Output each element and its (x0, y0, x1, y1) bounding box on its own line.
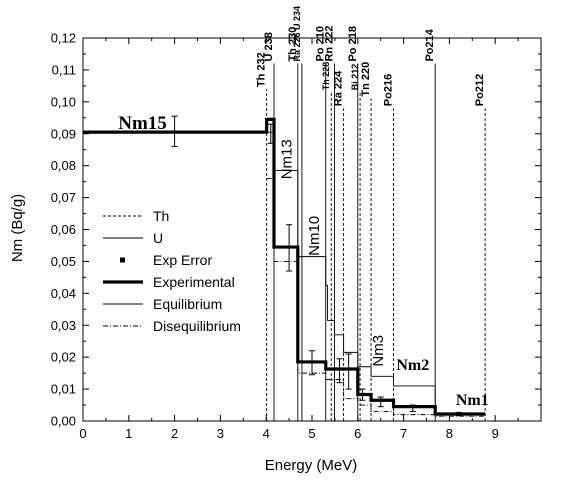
legend-label: Th (153, 208, 169, 224)
x-tick-label: 9 (492, 426, 499, 441)
annotation-nm13: Nm13 (278, 139, 295, 179)
x-tick-label: 6 (354, 426, 361, 441)
x-tick-label: 3 (217, 426, 224, 441)
isotope-label: Bi 212 (350, 64, 360, 91)
isotope-label: Po214 (424, 28, 436, 61)
isotope-label: Po216 (383, 74, 395, 106)
isotope-label: Ra 226 U 234 (292, 6, 302, 62)
y-tick-label: 0,02 (51, 350, 76, 365)
y-tick-label: 0,10 (51, 94, 76, 109)
x-tick-label: 0 (79, 426, 86, 441)
series-layer (83, 117, 486, 417)
legend: Th U Exp Error Experimental Equilibrium Diseq… (103, 208, 241, 334)
annotation-nm3: Nm3 (370, 335, 387, 367)
x-tick-label: 1 (125, 426, 132, 441)
x-tick-label: 2 (171, 426, 178, 441)
x-tick-label: 8 (446, 426, 453, 441)
y-tick-label: 0,01 (51, 382, 76, 397)
isotope-label: Po 218 (347, 26, 359, 61)
y-tick-label: 0,06 (51, 222, 76, 237)
y-tick-label: 0,12 (51, 31, 76, 46)
legend-label: Disequilibrium (153, 318, 241, 334)
isotope-label: U 238 (263, 32, 275, 61)
y-tick-label: 0,04 (51, 286, 76, 301)
isotope-label: Po 210 (315, 26, 327, 61)
annotation-nm1: Nm1 (456, 392, 489, 409)
annotations-layer: Nm15 Nm13 Nm10 Nm3 Nm2 Nm1 (118, 113, 488, 409)
isotope-label: Th 230 (287, 27, 299, 62)
axes-layer: 0 1 2 3 4 5 6 7 8 9 0,00 0,01 0,02 0,03 0,04 0,05 0,06 0,… (51, 31, 542, 441)
annotation-nm15: Nm15 (118, 113, 167, 134)
y-tick-label: 0,09 (51, 126, 76, 141)
x-axis-label: Energy (MeV) (265, 457, 358, 474)
annotation-nm10: Nm10 (306, 216, 323, 256)
annotation-nm2: Nm2 (396, 357, 429, 374)
legend-label: U (153, 230, 163, 246)
isotope-label: Th 228 (321, 62, 331, 91)
legend-label: Exp Error (153, 252, 212, 268)
isotope-label: Ra 224 (333, 70, 345, 106)
y-tick-label: 0,05 (51, 254, 76, 269)
isotope-label: Tn 220 (360, 62, 372, 97)
legend-label: Experimental (153, 274, 235, 290)
legend-swatch-marker (120, 257, 125, 263)
x-tick-label: 4 (263, 426, 270, 441)
error-bars-layer (171, 115, 462, 417)
series-disequilibrium (266, 177, 486, 417)
isotope-label: Th 232 (256, 52, 268, 87)
x-tick-label: 5 (308, 426, 315, 441)
y-tick-label: 0,11 (52, 62, 76, 77)
y-tick-label: 0,00 (51, 414, 76, 429)
y-tick-label: 0,07 (51, 190, 76, 205)
x-tick-label: 7 (400, 426, 407, 441)
y-axis-label: Nm (Bq/g) (9, 194, 26, 262)
legend-label: Equilibrium (153, 296, 222, 312)
y-tick-label: 0,08 (51, 158, 76, 173)
y-tick-label: 0,03 (51, 318, 76, 333)
series-equilibrium (266, 131, 486, 415)
series-experimental (83, 117, 486, 416)
isotope-label: Po212 (474, 74, 486, 106)
isotope-label: Rn 222 (323, 25, 335, 61)
